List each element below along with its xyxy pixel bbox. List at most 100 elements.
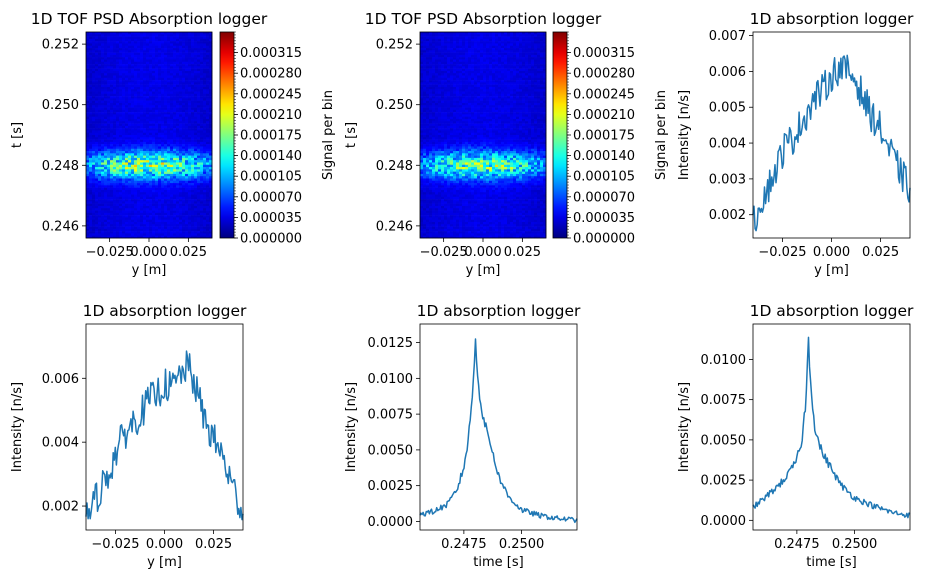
heatmap-cell (200, 185, 204, 188)
heatmap-cell (152, 114, 156, 117)
heatmap-cell (182, 66, 186, 69)
heatmap-cell (161, 132, 165, 136)
heatmap-cell (432, 57, 436, 60)
heatmap-cell (146, 75, 150, 79)
heatmap-cell (128, 128, 132, 131)
heatmap-cell (435, 59, 439, 63)
heatmap-cell (480, 38, 484, 42)
heatmap-cell (185, 80, 189, 83)
heatmap-cell (438, 32, 442, 35)
heatmap-cell (110, 34, 114, 37)
heatmap-cell (149, 73, 153, 76)
heatmap-cell (125, 109, 129, 113)
heatmap-cell (474, 59, 478, 63)
heatmap-cell (137, 171, 141, 175)
heatmap-cell (89, 89, 93, 92)
heatmap-cell (173, 212, 177, 216)
heatmap-cell (441, 61, 445, 65)
heatmap-cell (200, 137, 204, 140)
heatmap-cell (200, 91, 204, 95)
heatmap-cell (98, 235, 102, 239)
heatmap-cell (447, 68, 451, 72)
heatmap-cell (86, 219, 90, 223)
heatmap-cell (170, 176, 174, 179)
heatmap-cell (507, 80, 511, 83)
heatmap-cell (161, 151, 165, 154)
heatmap-cell (423, 86, 427, 90)
heatmap-cell (459, 84, 463, 88)
heatmap-cell (173, 45, 177, 49)
heatmap-cell (98, 192, 102, 195)
heatmap-cell (140, 233, 144, 237)
heatmap-cell (441, 84, 445, 88)
heatmap-cell (420, 41, 424, 44)
heatmap-cell (209, 162, 213, 166)
heatmap-cell (152, 34, 156, 37)
heatmap-cell (155, 121, 159, 124)
heatmap-cell (432, 66, 436, 69)
heatmap-cell (122, 82, 126, 85)
heatmap-cell (134, 43, 138, 47)
heatmap-cell (89, 176, 93, 179)
heatmap-cell (158, 84, 162, 88)
heatmap-cell (176, 59, 180, 63)
heatmap-cell (191, 123, 195, 127)
heatmap-cell (125, 93, 129, 97)
heatmap-cell (158, 235, 162, 239)
heatmap-cell (122, 52, 126, 56)
heatmap-cell (197, 123, 201, 127)
heatmap-cell (444, 32, 448, 35)
heatmap-cell (92, 77, 96, 81)
heatmap-cell (86, 32, 90, 35)
heatmap-cell (477, 50, 481, 53)
heatmap-cell (98, 187, 102, 191)
heatmap-cell (432, 43, 436, 47)
heatmap-cell (122, 70, 126, 74)
heatmap-cell (203, 80, 207, 83)
heatmap-cell (137, 139, 141, 143)
heatmap-cell (441, 38, 445, 42)
heatmap-cell (206, 219, 210, 223)
heatmap-cell (122, 139, 126, 143)
heatmap-cell (423, 36, 427, 40)
heatmap-cell (191, 82, 195, 85)
heatmap-cell (185, 114, 189, 117)
heatmap-cell (462, 77, 466, 81)
heatmap-cell (438, 66, 442, 69)
heatmap-cell (86, 155, 90, 159)
heatmap-cell (531, 82, 535, 85)
heatmap-cell (531, 52, 535, 56)
heatmap-cell (155, 64, 159, 67)
heatmap-cell (89, 54, 93, 58)
heatmap-cell (173, 86, 177, 90)
heatmap-cell (122, 102, 126, 106)
heatmap-cell (531, 75, 535, 79)
heatmap-cell (101, 41, 105, 44)
heatmap-cell (537, 66, 541, 69)
heatmap-cell (125, 132, 129, 136)
heatmap-cell (206, 112, 210, 115)
heatmap-cell (161, 162, 165, 166)
heatmap-cell (203, 155, 207, 159)
heatmap-cell (471, 64, 475, 67)
heatmap-cell (137, 205, 141, 209)
heatmap-cell (429, 80, 433, 83)
heatmap-cell (146, 109, 150, 113)
heatmap-cell (92, 59, 96, 63)
heatmap-cell (125, 162, 129, 166)
heatmap-cell (510, 48, 514, 51)
heatmap-cell (86, 226, 90, 230)
heatmap-cell (125, 121, 129, 124)
heatmap-cell (486, 54, 490, 58)
heatmap-cell (167, 91, 171, 95)
heatmap-cell (131, 144, 135, 147)
heatmap-cell (435, 70, 439, 74)
heatmap-cell (101, 114, 105, 117)
heatmap-cell (113, 141, 117, 145)
heatmap-cell (152, 38, 156, 42)
heatmap-cell (522, 75, 526, 79)
heatmap-cell (92, 178, 96, 182)
heatmap-cell (498, 82, 502, 85)
heatmap-cell (95, 224, 99, 227)
heatmap-cell (173, 112, 177, 115)
